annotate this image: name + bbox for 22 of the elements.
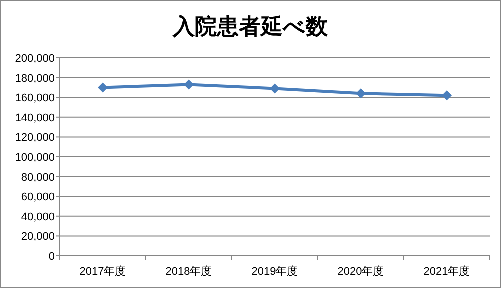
- y-tick-label: 80,000: [21, 172, 55, 184]
- y-tick-label: 100,000: [15, 152, 55, 164]
- y-tick-label: 40,000: [21, 211, 55, 224]
- point: [270, 84, 280, 94]
- chart-title: 入院患者延べ数: [172, 14, 329, 39]
- y-tick-label: 60,000: [21, 192, 55, 204]
- x-tick-label: 2018年度: [166, 265, 212, 278]
- y-tick-label: 160,000: [15, 92, 55, 105]
- y-tick-label: 20,000: [21, 231, 55, 244]
- x-tick-label: 2021年度: [424, 265, 470, 278]
- y-tick-label: 120,000: [15, 132, 55, 144]
- point: [184, 80, 194, 90]
- point: [442, 90, 452, 101]
- point: [98, 82, 108, 93]
- y-tick-label: 140,000: [15, 112, 55, 124]
- y-tick-label: 200,000: [15, 53, 55, 65]
- point: [356, 88, 366, 99]
- y-tick-label: 0: [48, 251, 55, 263]
- y-tick-label: 180,000: [15, 72, 55, 85]
- x-tick-label: 2017年度: [80, 265, 126, 278]
- x-tick-label: 2019年度: [252, 265, 298, 278]
- x-tick-label: 2020年度: [338, 265, 384, 278]
